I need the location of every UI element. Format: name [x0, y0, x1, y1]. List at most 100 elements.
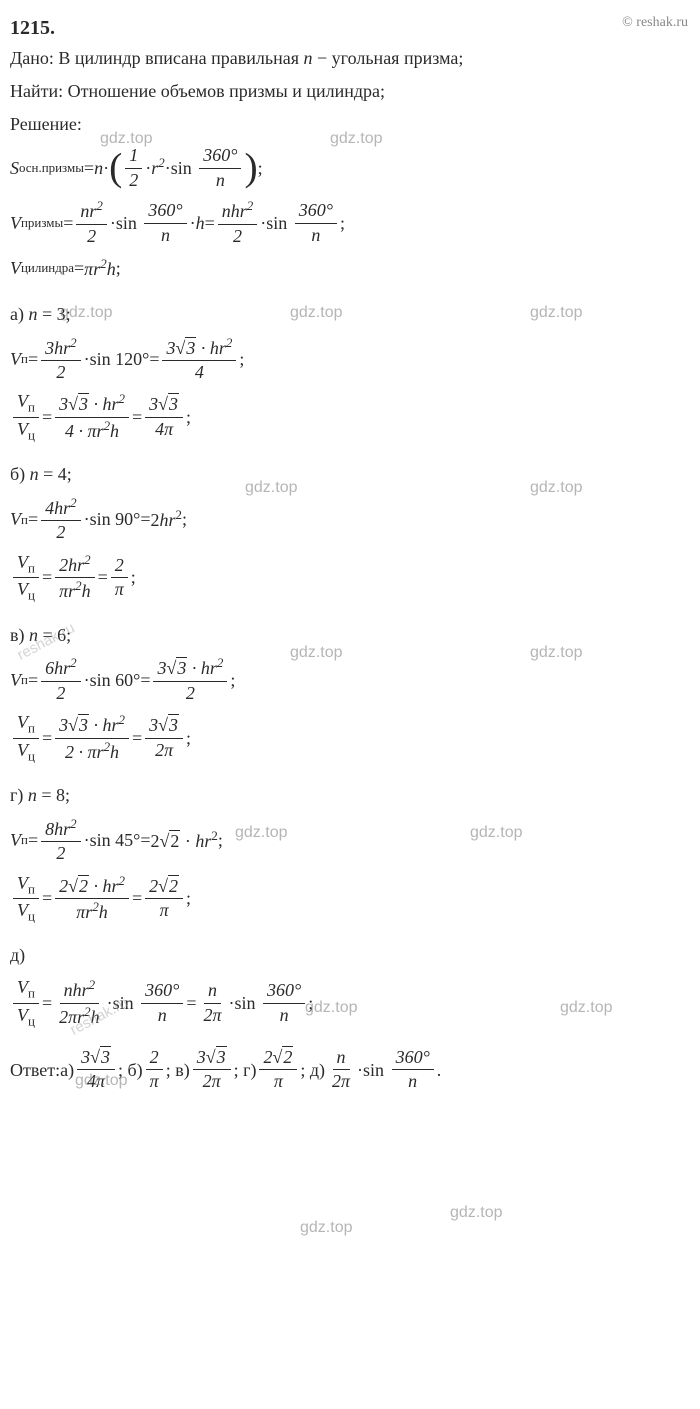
sin: sin [90, 345, 111, 374]
num: 2√2 [259, 1046, 297, 1070]
den: 2π [328, 1070, 354, 1093]
answer-line: Ответ: а) 3√3 4π ; б) 2 π ; в) 3√3 2π ; … [10, 1046, 690, 1094]
part-v-vp: Vп = 6hr2 2 · sin 60° = 3√3 · hr2 2 ; [10, 655, 690, 705]
expr: πr2h [84, 254, 116, 284]
semi: ; [258, 154, 263, 183]
num: Vп [13, 711, 39, 738]
eq: = [186, 989, 196, 1018]
frac1: 3√3 · hr2 2 · πr2h [55, 712, 129, 764]
part-b-header: б) n = 4; [10, 460, 690, 489]
deg: 120° [115, 345, 149, 374]
semi: ; [239, 345, 244, 374]
semi: ; [340, 209, 345, 238]
eq: = [42, 403, 52, 432]
num: 2√2 [145, 875, 183, 899]
den: n [212, 169, 229, 192]
num: 360° [263, 979, 305, 1003]
lparen: ( [109, 152, 122, 184]
frac4: 360° n [263, 979, 305, 1027]
frac-ratio: Vп Vц [13, 551, 39, 605]
v: V [10, 826, 21, 855]
frac-a: 3√3 4π [77, 1046, 115, 1094]
frac-d2: 360° n [392, 1046, 434, 1094]
eq: = [98, 563, 108, 592]
den: 2 [182, 682, 199, 705]
semi: ; [182, 505, 187, 534]
answer-label: Ответ: [10, 1056, 60, 1085]
semi: ; [116, 254, 121, 283]
sub: п [21, 510, 28, 531]
num: 3√3 [145, 714, 183, 738]
sin: sin [113, 989, 134, 1018]
semi: ; [186, 403, 191, 432]
den: n [404, 1070, 421, 1093]
den: πr2h [72, 899, 112, 924]
den: n [307, 224, 324, 247]
part-v-ratio: Vп Vц = 3√3 · hr2 2 · πr2h = 3√3 2π ; [10, 711, 690, 765]
sub: цилиндра [21, 258, 74, 279]
sin: sin [235, 989, 256, 1018]
num: 3√3 [193, 1046, 231, 1070]
den: πr2h [55, 578, 95, 603]
den: 2π [199, 1004, 225, 1027]
v: V [10, 505, 21, 534]
problem-number: 1215. [10, 12, 55, 44]
copyright-label: © reshak.ru [622, 12, 688, 34]
given-text: В цилиндр вписана правильная [54, 48, 304, 68]
part-g-label: г) [10, 785, 28, 805]
eq: = [205, 209, 215, 238]
h: h [196, 209, 205, 238]
formula-v-cylinder: Vцилиндра = πr2h ; [10, 254, 690, 284]
eq: = [132, 724, 142, 753]
frac-b: 2 π [146, 1046, 163, 1094]
part-v-header: в) n = 6; [10, 621, 690, 650]
part-a-label: а) [10, 304, 28, 324]
frac1: nhr2 2πr2h [55, 977, 104, 1029]
part-d-header: д) [10, 941, 690, 970]
find-label: Найти: [10, 81, 63, 101]
den: π [156, 899, 173, 922]
den: 2 [229, 225, 246, 248]
den: π [270, 1070, 287, 1093]
n: n [30, 464, 39, 484]
eq: = [42, 563, 52, 592]
eq: = [132, 884, 142, 913]
v: V [10, 254, 21, 283]
frac1: 4hr2 2 [41, 495, 81, 545]
frac3: nhr2 2 [218, 198, 258, 248]
num: 3√3 · hr2 [55, 712, 129, 738]
num: 2√2 · hr2 [55, 873, 129, 899]
num: Vп [13, 976, 39, 1003]
eq: = [140, 505, 150, 534]
frac1: 3√3 · hr2 4 · πr2h [55, 391, 129, 443]
den: Vц [13, 418, 39, 444]
den: 2π [199, 1070, 225, 1093]
num: 360° [295, 199, 337, 223]
sub: п [21, 670, 28, 691]
frac2: 360° n [141, 979, 183, 1027]
frac-g: 2√2 π [259, 1046, 297, 1094]
den: π [146, 1070, 163, 1093]
den: 2 [52, 842, 69, 865]
ans-v: ; в) [166, 1056, 190, 1085]
num: 360° [144, 199, 186, 223]
frac-ratio: Vп Vц [13, 976, 39, 1030]
num: n [333, 1046, 350, 1070]
part-a-ratio: Vп Vц = 3√3 · hr2 4 · πr2h = 3√3 4π ; [10, 390, 690, 444]
sub: призмы [21, 213, 63, 234]
part-b-vp: Vп = 4hr2 2 · sin 90° = 2hr2 ; [10, 495, 690, 545]
num: 4hr2 [41, 495, 81, 521]
frac1: 6hr2 2 [41, 655, 81, 705]
n6: = 6; [38, 625, 71, 645]
given-text2: − угольная призма; [313, 48, 464, 68]
n: n [29, 625, 38, 645]
n4: = 4; [39, 464, 72, 484]
formula-s-base: Sосн.призмы = n · ( 1 2 · r2 · sin 360° … [10, 144, 690, 192]
semi: ; [186, 884, 191, 913]
frac2: 3√3 4π [145, 393, 183, 441]
part-g-vp: Vп = 8hr2 2 · sin 45° = 2√2 · hr2 ; [10, 816, 690, 866]
eq: = [63, 209, 73, 238]
num: 2 [111, 554, 128, 578]
num: 3√3 · hr2 [153, 655, 227, 681]
watermark-text: gdz.top [300, 1215, 352, 1241]
